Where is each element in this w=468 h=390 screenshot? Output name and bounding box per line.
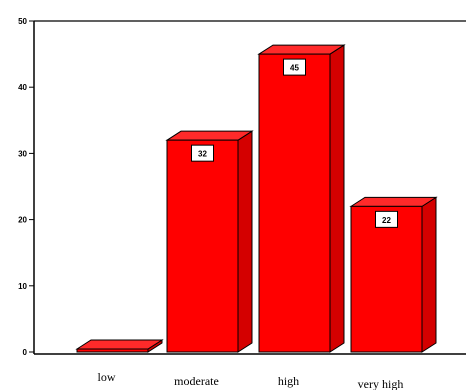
x-tick-label: low <box>98 370 116 384</box>
y-tick-label: 10 <box>18 282 27 291</box>
data-label-box <box>375 210 398 228</box>
y-axis-ticks: 0 10 20 30 40 50 <box>18 17 34 357</box>
bar-moderate: 32 <box>165 130 254 353</box>
x-axis-labels: low moderate high very high <box>98 370 404 390</box>
bar-side <box>329 44 345 353</box>
y-tick-label: 0 <box>23 348 28 357</box>
data-label: 32 <box>198 150 207 159</box>
x-tick-label: very high <box>358 377 404 390</box>
bar-front <box>350 205 423 353</box>
bar-top <box>257 44 346 55</box>
bar-very-high: 22 <box>349 196 438 353</box>
bar-top <box>349 196 438 207</box>
chart-axes <box>33 20 466 355</box>
y-tick-label: 30 <box>18 149 27 158</box>
bar-side <box>421 196 437 353</box>
data-label-box <box>191 144 214 162</box>
y-tick-label: 40 <box>18 83 27 92</box>
chart-bars: 32 45 22 <box>75 44 438 353</box>
bar-front <box>166 139 239 353</box>
x-tick-label: moderate <box>174 374 219 388</box>
data-label-box <box>283 58 306 76</box>
bar-top <box>165 130 254 141</box>
data-label: 45 <box>290 64 299 73</box>
bar-high: 45 <box>257 44 346 353</box>
y-tick-label: 20 <box>18 216 27 225</box>
bar-front <box>76 348 149 353</box>
x-tick-label: high <box>278 374 299 388</box>
bar-side <box>237 130 253 353</box>
y-tick-label: 50 <box>18 17 27 26</box>
bar-low <box>75 339 164 353</box>
data-label: 22 <box>382 216 391 225</box>
bar-front <box>258 53 331 353</box>
bar-top <box>75 339 164 350</box>
